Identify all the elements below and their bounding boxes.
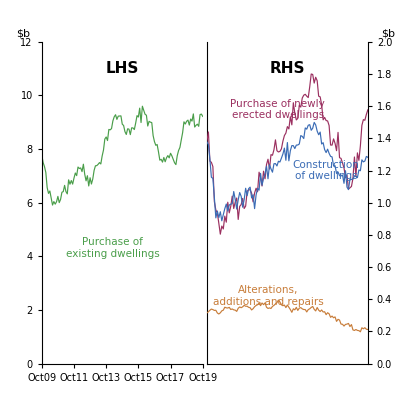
Text: RHS: RHS xyxy=(270,61,305,76)
Text: Construction
of dwellings: Construction of dwellings xyxy=(293,160,359,181)
Text: Alterations,
additions and repairs: Alterations, additions and repairs xyxy=(213,285,324,307)
Text: $b: $b xyxy=(381,28,395,38)
Text: Purchase of
existing dwellings: Purchase of existing dwellings xyxy=(66,237,160,259)
Text: Purchase of newly
erected dwellings: Purchase of newly erected dwellings xyxy=(230,99,325,120)
Text: LHS: LHS xyxy=(106,61,139,76)
Text: $b: $b xyxy=(16,28,30,38)
